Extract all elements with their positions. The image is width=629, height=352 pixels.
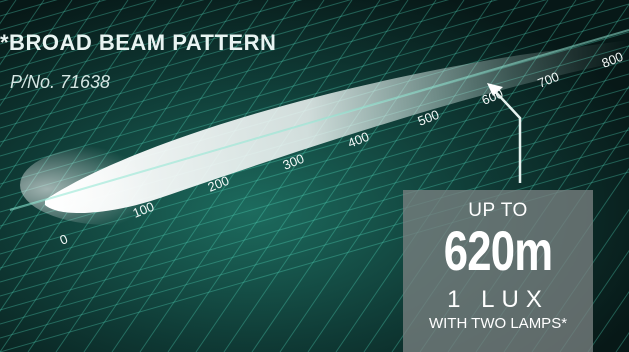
part-number: P/No. 71638	[10, 72, 111, 92]
callout-distance: 620m	[443, 219, 553, 282]
callout-arrow	[491, 87, 522, 183]
arrow-head	[487, 83, 503, 96]
range-callout: UP TO 620m 1 LUX WITH TWO LAMPS*	[403, 190, 593, 352]
callout-lux: 1 LUX	[447, 286, 549, 313]
page-title: *BROAD BEAM PATTERN	[0, 30, 277, 55]
scale-label: 0	[58, 231, 70, 248]
callout-note: WITH TWO LAMPS*	[428, 315, 568, 332]
distance-axis	[9, 29, 629, 211]
callout-prefix: UP TO	[468, 200, 528, 221]
lamp-glow	[20, 145, 200, 225]
